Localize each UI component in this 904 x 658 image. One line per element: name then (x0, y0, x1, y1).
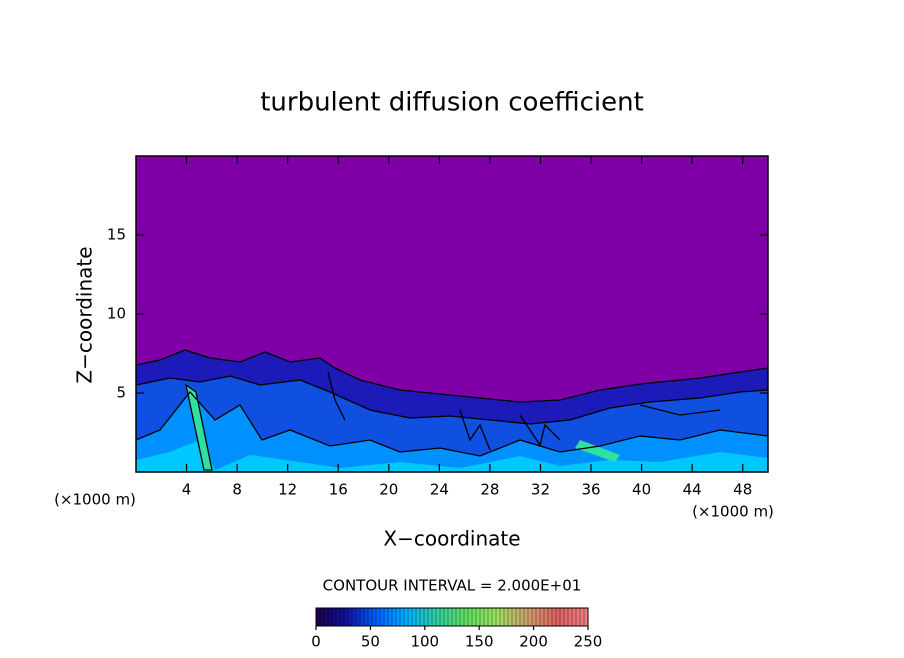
x-tick-label: 4 (182, 481, 192, 499)
x-tick-label: 8 (232, 481, 242, 499)
x-tick-label: 32 (531, 481, 550, 499)
colorbar-tick-label: 200 (519, 633, 548, 651)
x-tick-label: 24 (430, 481, 449, 499)
y-axis-label: Z−coordinate (73, 246, 97, 383)
colorbar-tick-label: 100 (410, 633, 439, 651)
chart-title: turbulent diffusion coefficient (260, 88, 644, 118)
x-tick-label: 48 (733, 481, 752, 499)
y-unit-label: (×1000 m) (54, 491, 136, 509)
contour-interval: CONTOUR INTERVAL = 2.000E+01 (323, 577, 582, 595)
x-tick-label: 28 (480, 481, 499, 499)
y-tick-label: 15 (107, 226, 126, 244)
x-tick-label: 36 (581, 481, 600, 499)
colorbar-tick-label: 50 (361, 633, 380, 651)
x-tick-label: 20 (379, 481, 398, 499)
colorbar-stripes (315, 608, 589, 626)
x-tick-label: 44 (683, 481, 702, 499)
x-tick-label: 40 (632, 481, 651, 499)
contour-field (136, 156, 768, 472)
x-axis-label: X−coordinate (383, 527, 520, 551)
x-tick-label: 16 (329, 481, 348, 499)
y-tick-label: 5 (116, 384, 126, 402)
x-tick-label: 12 (278, 481, 297, 499)
colorbar-tick-label: 0 (311, 633, 321, 651)
colorbar-tick-label: 250 (574, 633, 603, 651)
x-unit-label: (×1000 m) (692, 503, 774, 521)
y-tick-label: 10 (107, 305, 126, 323)
colorbar-tick-label: 150 (465, 633, 494, 651)
